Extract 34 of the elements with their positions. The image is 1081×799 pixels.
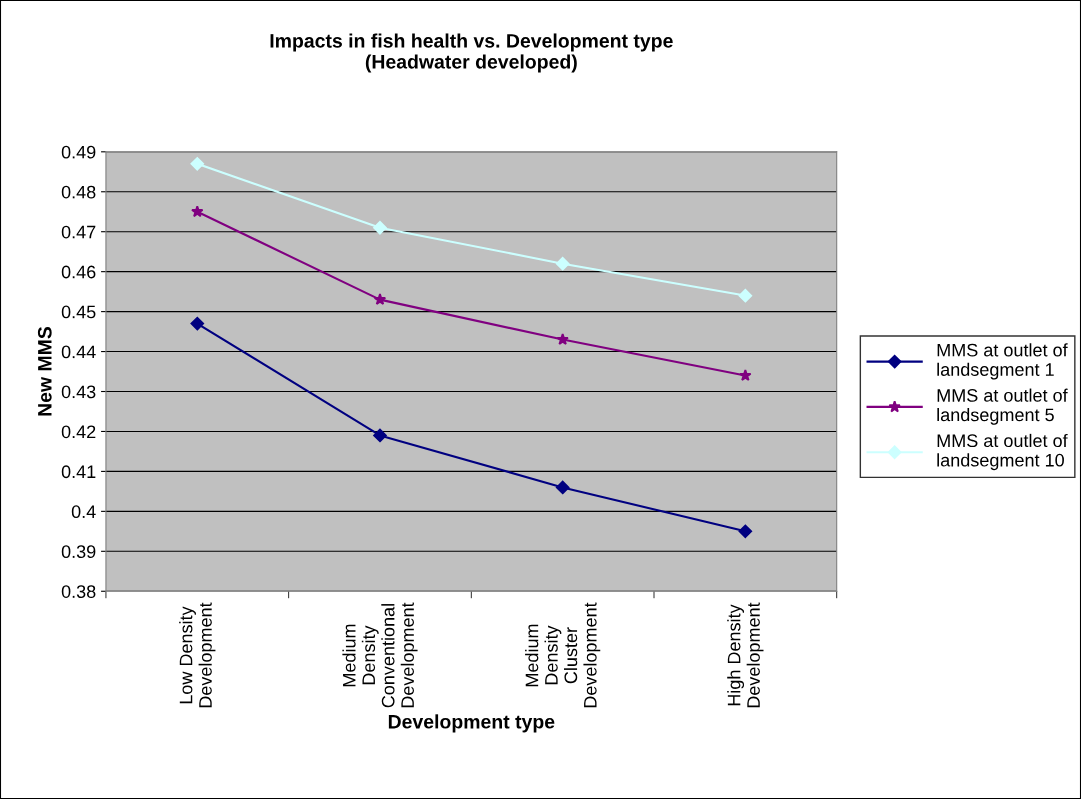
y-tick-label: 0.38 — [61, 585, 96, 598]
y-tick-label: 0.49 — [61, 145, 96, 159]
x-tick-label: Low Density Development — [179, 602, 216, 708]
y-axis-title: New MMS — [37, 326, 52, 416]
y-tick-label: 0.47 — [61, 225, 96, 239]
point — [373, 220, 387, 235]
point — [556, 333, 569, 345]
x-tick-label: High Density Development — [727, 602, 764, 708]
y-tick-label: 0.44 — [61, 345, 96, 359]
y-tick-label: 0.48 — [61, 185, 96, 199]
point — [373, 293, 387, 306]
point — [191, 205, 204, 218]
y-tick-label: 0.4 — [71, 505, 96, 519]
y-tick-label: 0.42 — [61, 425, 96, 439]
point — [555, 480, 570, 495]
y-tick-label: 0.41 — [61, 465, 96, 479]
legend-label: MMS at outlet of landsegment 10 — [937, 433, 1068, 471]
x-tick-label: Medium Density Conventional Development — [342, 602, 418, 708]
legend-label: MMS at outlet of landsegment 1 — [937, 343, 1068, 380]
legend-label: MMS at outlet of landsegment 5 — [937, 388, 1068, 425]
y-tick-label: 0.39 — [61, 545, 96, 559]
point — [555, 256, 570, 271]
point — [190, 156, 205, 171]
x-tick-label: Medium Density Cluster Development — [525, 602, 601, 708]
x-axis-title: Development type — [388, 714, 555, 733]
y-tick-label: 0.43 — [61, 385, 96, 399]
point — [190, 316, 205, 331]
point — [739, 369, 752, 381]
y-tick-label: 0.45 — [61, 305, 96, 319]
point — [738, 288, 753, 303]
point — [373, 428, 387, 443]
y-tick-label: 0.46 — [61, 265, 96, 279]
chart-title: Impacts in fish health vs. Development type (Headwater developed) — [270, 33, 673, 73]
point — [738, 524, 753, 539]
